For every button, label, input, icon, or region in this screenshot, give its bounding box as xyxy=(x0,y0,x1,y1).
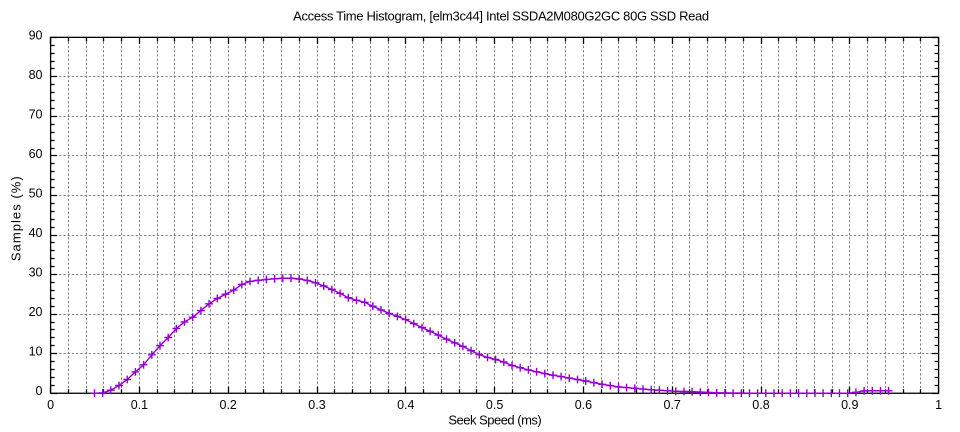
svg-text:0.3: 0.3 xyxy=(308,398,325,412)
svg-text:50: 50 xyxy=(29,187,43,201)
svg-text:0.8: 0.8 xyxy=(752,398,769,412)
svg-text:0.6: 0.6 xyxy=(575,398,592,412)
svg-text:Seek Speed (ms): Seek Speed (ms) xyxy=(448,413,541,428)
svg-text:0: 0 xyxy=(36,384,43,398)
svg-text:30: 30 xyxy=(29,266,43,280)
svg-text:1: 1 xyxy=(935,398,942,412)
svg-text:80: 80 xyxy=(29,68,43,82)
svg-text:40: 40 xyxy=(29,226,43,240)
svg-text:0.7: 0.7 xyxy=(664,398,681,412)
svg-text:0.9: 0.9 xyxy=(841,398,858,412)
svg-text:Access Time Histogram, [elm3c4: Access Time Histogram, [elm3c44] Intel S… xyxy=(293,9,709,24)
svg-text:90: 90 xyxy=(29,28,43,42)
svg-text:60: 60 xyxy=(29,147,43,161)
svg-text:0.5: 0.5 xyxy=(486,398,503,412)
svg-text:0: 0 xyxy=(47,398,54,412)
svg-text:10: 10 xyxy=(29,345,43,359)
svg-text:70: 70 xyxy=(29,107,43,121)
svg-text:Samples (%): Samples (%) xyxy=(9,175,24,261)
svg-text:0.2: 0.2 xyxy=(220,398,237,412)
svg-text:0.1: 0.1 xyxy=(131,398,148,412)
svg-text:0.4: 0.4 xyxy=(397,398,414,412)
svg-text:20: 20 xyxy=(29,305,43,319)
